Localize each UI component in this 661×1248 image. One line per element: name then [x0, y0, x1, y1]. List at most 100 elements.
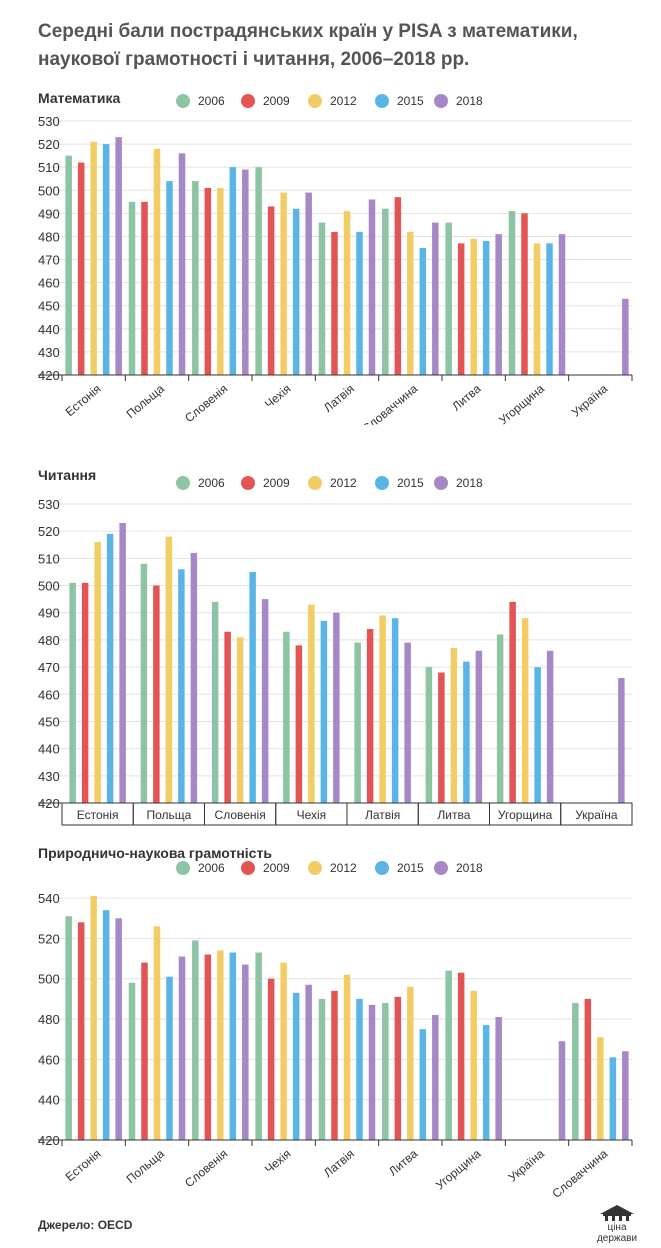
legend-label: 2009	[263, 476, 290, 490]
bar-2018	[618, 677, 625, 803]
bar-2009	[141, 962, 148, 1140]
bar-2018	[622, 298, 629, 375]
bar-2006	[318, 998, 326, 1140]
legend-item-2012: 2012	[308, 94, 357, 108]
main-title: Середні бали пострадянських країн у PISA…	[38, 21, 578, 70]
legend-item-2006: 2006	[176, 861, 225, 875]
bar-2012	[407, 231, 414, 375]
bar-2009	[77, 162, 85, 375]
x-tick-label: Литва	[386, 1146, 421, 1178]
source-note: Джерело: OECD	[38, 1218, 133, 1232]
y-tick-label: 470	[38, 660, 60, 675]
bar-2009	[81, 582, 89, 803]
reading-chart: Читання 2006 2009 2012 2015 2018 530 520 510 500 4…	[38, 467, 633, 826]
bar-2006	[283, 631, 290, 803]
logo-text: ціна держави	[596, 1222, 638, 1244]
legend-label: 2015	[397, 476, 424, 490]
legend-label: 2012	[330, 94, 357, 108]
legend-swatch	[176, 476, 190, 490]
bar-2018	[622, 1051, 629, 1140]
bar-2009	[394, 996, 402, 1140]
bar-2015	[609, 1057, 617, 1140]
legend-item-2012: 2012	[308, 476, 357, 490]
bar-2018	[495, 1017, 502, 1140]
legend-item-2018: 2018	[434, 94, 483, 108]
x-tick-label: Польща	[124, 381, 168, 421]
bar-2012	[379, 615, 386, 803]
legend-swatch	[308, 861, 322, 875]
bar-2009	[509, 601, 516, 803]
bar-2015	[546, 243, 553, 375]
legend-item-2006: 2006	[176, 476, 225, 490]
bar-2012	[308, 604, 315, 803]
bar-2012	[521, 618, 529, 803]
y-tick-label: 470	[38, 253, 60, 268]
bar-2006	[425, 667, 433, 803]
legend-item-2009: 2009	[241, 476, 290, 490]
y-tick-label: 460	[38, 1052, 60, 1067]
bar-2018	[178, 956, 186, 1140]
legend-item-2015: 2015	[375, 861, 424, 875]
bar-2012	[236, 637, 244, 803]
bar-2015	[356, 998, 363, 1140]
y-tick-label: 450	[38, 714, 60, 729]
bar-2006	[65, 916, 72, 1140]
bar-2012	[597, 1037, 604, 1140]
legend-item-2006: 2006	[176, 94, 225, 108]
bar-2015	[292, 208, 300, 375]
y-tick-label: 490	[38, 206, 60, 221]
y-tick-label: 440	[38, 742, 60, 757]
y-tick-label: 530	[38, 497, 60, 512]
legend-swatch	[375, 476, 389, 490]
legend-swatch	[434, 476, 448, 490]
legend-item-2018: 2018	[434, 861, 483, 875]
bar-2012	[470, 990, 477, 1140]
legend-label: 2006	[198, 94, 225, 108]
bar-2018	[119, 523, 126, 803]
bar-2006	[445, 222, 452, 375]
bar-2006	[382, 208, 389, 375]
bar-2018	[305, 984, 312, 1140]
x-tick-label: Естонія	[63, 382, 104, 420]
bar-2012	[450, 648, 458, 803]
y-tick-label: 500	[38, 183, 60, 198]
y-tick-label: 460	[38, 276, 60, 291]
bar-2018	[305, 192, 312, 375]
y-tick-label: 480	[38, 229, 60, 244]
bar-2012	[90, 141, 97, 375]
bar-2012	[343, 974, 351, 1140]
bar-2009	[77, 922, 85, 1140]
bar-2006	[445, 970, 452, 1140]
panel-title: Природничо-наукова грамотність	[38, 845, 272, 861]
y-tick-label: 440	[38, 322, 60, 337]
y-tick-label: 500	[38, 579, 60, 594]
bar-2018	[558, 1041, 566, 1140]
panel-title: Читання	[38, 467, 96, 483]
bar-2009	[331, 990, 338, 1140]
bar-2015	[178, 569, 185, 803]
bar-2009	[457, 972, 465, 1140]
legend-label: 2018	[456, 861, 483, 875]
bar-2012	[165, 536, 173, 803]
bar-2009	[331, 231, 338, 375]
bar-2018	[558, 234, 566, 375]
bar-2009	[267, 206, 275, 375]
x-tick-label: Чехія	[262, 382, 294, 412]
bar-2012	[470, 238, 477, 375]
panel-title: Математика	[38, 90, 121, 106]
bar-2018	[242, 964, 249, 1140]
y-tick-label: 460	[38, 687, 60, 702]
bar-2015	[419, 1029, 427, 1140]
bar-2015	[482, 1025, 490, 1140]
x-tick-label: Україна	[506, 1146, 548, 1184]
legend-label: 2018	[456, 94, 483, 108]
bar-2009	[224, 631, 231, 803]
bar-2006	[382, 1002, 389, 1140]
bar-2012	[280, 962, 287, 1140]
bar-2006	[508, 211, 516, 375]
bar-2018	[115, 918, 122, 1140]
bar-2015	[229, 167, 237, 375]
legend-swatch	[176, 94, 190, 108]
x-tick-label: Естонія	[63, 1147, 104, 1185]
x-tick-label: Угорщина	[433, 1146, 484, 1192]
